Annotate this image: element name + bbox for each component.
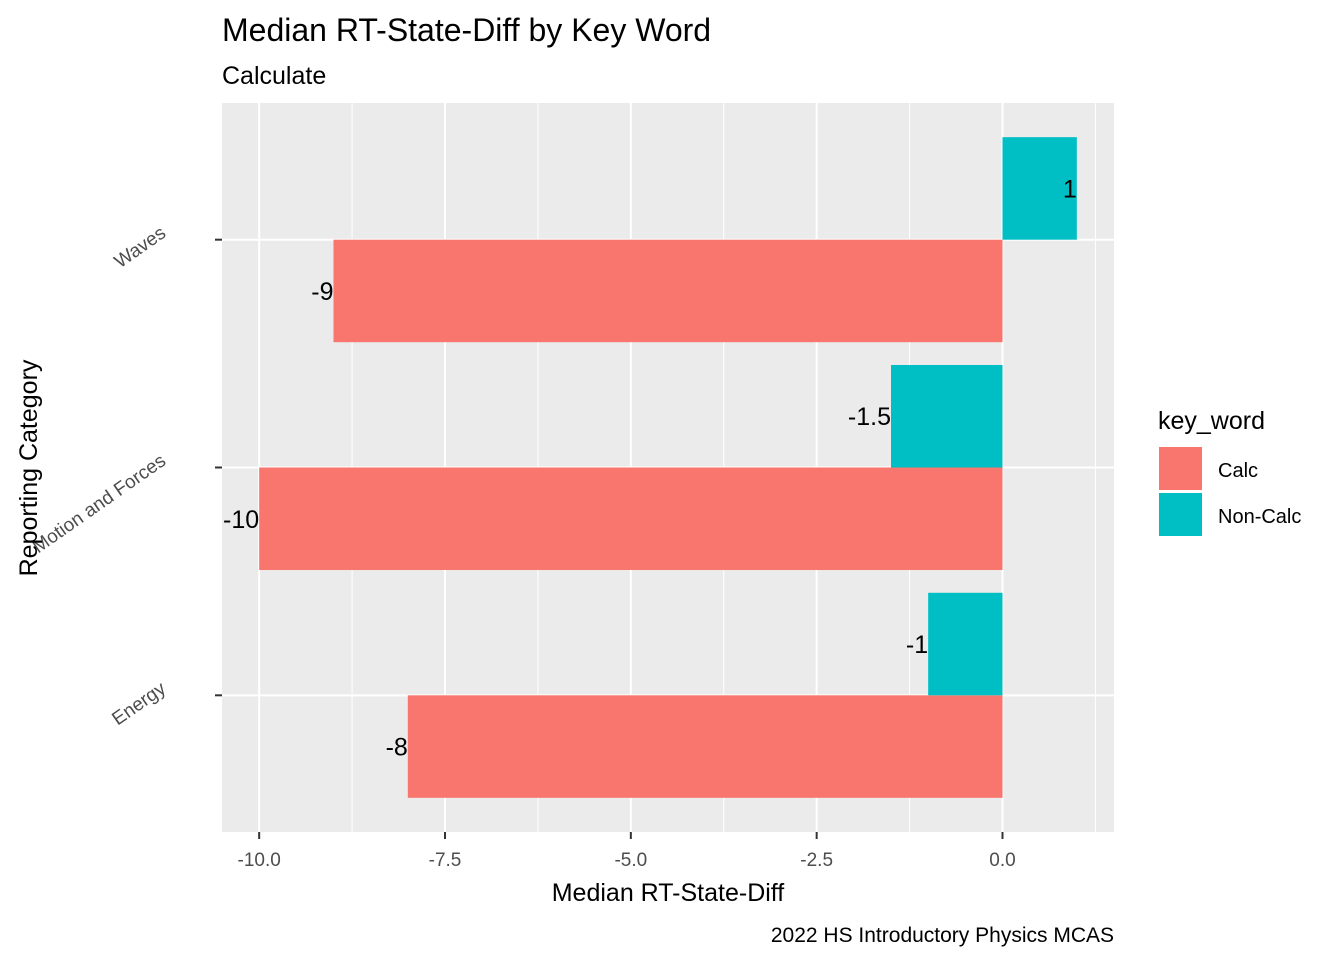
- bar-labels-group: -8 -1 -10 -1.5 -9 1: [223, 175, 1077, 761]
- legend-label: Calc: [1218, 460, 1258, 482]
- legend-label: Non-Calc: [1218, 506, 1301, 528]
- x-tick-label: -10.0: [238, 850, 281, 871]
- legend-swatch-calc: [1159, 447, 1202, 490]
- legend: key_word Calc Non-Calc: [1158, 407, 1301, 536]
- x-tick-label: -7.5: [429, 850, 462, 871]
- chart-title: Median RT-State-Diff by Key Word: [222, 12, 711, 48]
- bar-calc-energy: [407, 695, 1003, 798]
- chart-subtitle: Calculate: [222, 62, 326, 90]
- bar-non-calc-waves: [1002, 137, 1077, 240]
- legend-items: Calc Non-Calc: [1159, 447, 1301, 536]
- bar-calc-motion-and-forces: [259, 467, 1003, 571]
- bar-calc-waves: [333, 239, 1003, 343]
- bar-value-label: 1: [1063, 175, 1077, 203]
- bar-non-calc-energy: [928, 592, 1003, 696]
- bar-value-label: -10: [223, 506, 259, 534]
- x-axis: -10.0 -7.5 -5.0 -2.5 0.0: [238, 832, 1016, 871]
- bars-group: [259, 137, 1077, 798]
- bar-value-label: -9: [311, 278, 333, 306]
- legend-title: key_word: [1158, 407, 1265, 435]
- bar-value-label: -1: [906, 631, 928, 659]
- chart-caption: 2022 HS Introductory Physics MCAS: [771, 924, 1114, 947]
- y-axis-title: Reporting Category: [15, 359, 43, 576]
- x-tick-label: 0.0: [989, 850, 1015, 871]
- bar-value-label: -1.5: [848, 403, 891, 431]
- bar-value-label: -8: [386, 734, 408, 762]
- legend-swatch-non-calc: [1159, 493, 1202, 536]
- x-axis-title: Median RT-State-Diff: [552, 879, 785, 907]
- x-tick-label: -5.0: [614, 850, 647, 871]
- bar-non-calc-motion-and-forces: [891, 364, 1003, 468]
- x-tick-label: -2.5: [800, 850, 833, 871]
